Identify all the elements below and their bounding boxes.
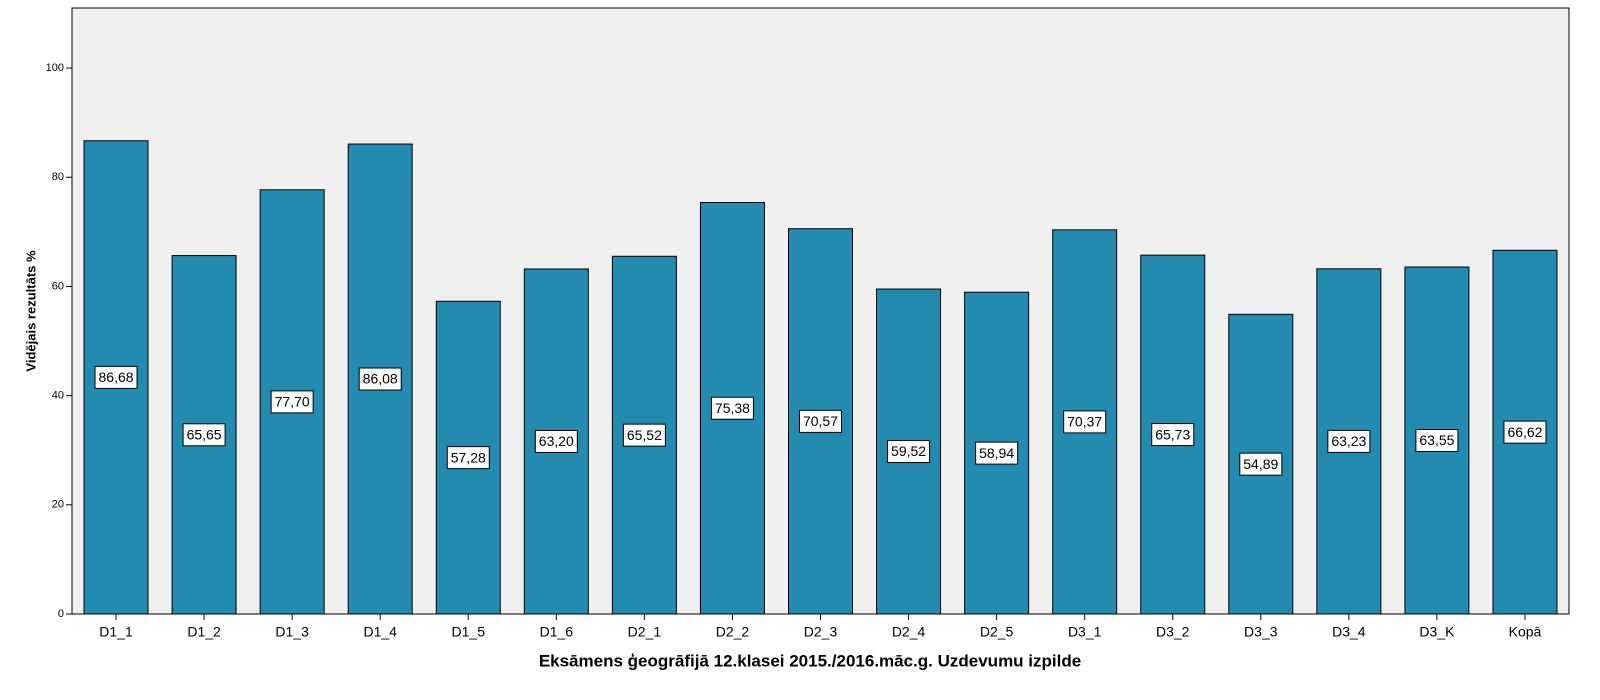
value-label: 63,20	[539, 433, 574, 449]
y-tick-label: 20	[52, 499, 64, 511]
value-label-box	[446, 446, 490, 470]
value-label: 65,65	[187, 426, 222, 442]
value-label: 54,89	[1243, 456, 1278, 472]
value-label-box	[1063, 410, 1107, 434]
x-tick-label: Kopā	[1509, 624, 1542, 640]
y-tick-label: 0	[58, 608, 64, 620]
value-label-box	[270, 390, 314, 414]
value-label-box	[94, 365, 138, 389]
x-tick-label: D2_1	[628, 624, 662, 640]
value-label: 70,37	[1067, 414, 1102, 430]
value-label-box	[1327, 429, 1371, 453]
value-label: 66,62	[1507, 424, 1542, 440]
x-tick-label: D2_4	[892, 624, 926, 640]
x-tick-label: D2_3	[804, 624, 838, 640]
value-label: 57,28	[451, 449, 486, 465]
x-tick-label: D2_5	[980, 624, 1014, 640]
x-tick-label: D3_4	[1332, 624, 1366, 640]
value-label: 75,38	[715, 400, 750, 416]
value-label: 59,52	[891, 443, 926, 459]
value-label: 65,52	[627, 427, 662, 443]
y-tick-label: 80	[52, 171, 64, 183]
value-label: 58,94	[979, 445, 1014, 461]
value-label: 70,57	[803, 413, 838, 429]
x-tick-label: D3_K	[1419, 624, 1455, 640]
y-tick-label: 40	[52, 390, 64, 402]
value-label-box	[1503, 420, 1547, 444]
value-label-box	[1239, 452, 1283, 476]
x-tick-label: D3_2	[1156, 624, 1190, 640]
x-axis-label: Eksāmens ģeogrāfijā 12.klasei 2015./2016…	[539, 651, 1081, 670]
x-tick-label: D1_6	[540, 624, 574, 640]
y-tick-label: 100	[46, 62, 64, 74]
y-axis-label: Vidējais rezultāts %	[23, 250, 38, 372]
value-label: 86,68	[99, 369, 134, 385]
x-tick-label: D1_5	[452, 624, 486, 640]
value-label: 65,73	[1155, 426, 1190, 442]
value-label-box	[975, 441, 1019, 465]
value-label-box	[1151, 423, 1195, 447]
value-label: 63,55	[1419, 432, 1454, 448]
value-label-box	[799, 409, 842, 433]
y-tick-label: 60	[52, 280, 64, 292]
value-label-box	[710, 396, 754, 420]
value-label: 63,23	[1331, 433, 1366, 449]
value-label: 86,08	[363, 371, 398, 387]
x-tick-label: D2_2	[716, 624, 750, 640]
value-label-box	[534, 429, 578, 453]
value-label: 77,70	[275, 394, 310, 410]
value-label-box	[1415, 429, 1459, 453]
x-tick-label: D1_1	[99, 624, 133, 640]
x-tick-label: D1_4	[363, 624, 397, 640]
x-tick-label: D1_2	[187, 624, 221, 640]
x-tick-label: D3_1	[1068, 624, 1102, 640]
value-label-box	[182, 423, 226, 447]
value-label-box	[622, 423, 666, 447]
x-tick-label: D3_3	[1244, 624, 1278, 640]
x-tick-label: D1_3	[275, 624, 309, 640]
value-label-box	[358, 367, 402, 391]
value-label-box	[887, 440, 931, 464]
